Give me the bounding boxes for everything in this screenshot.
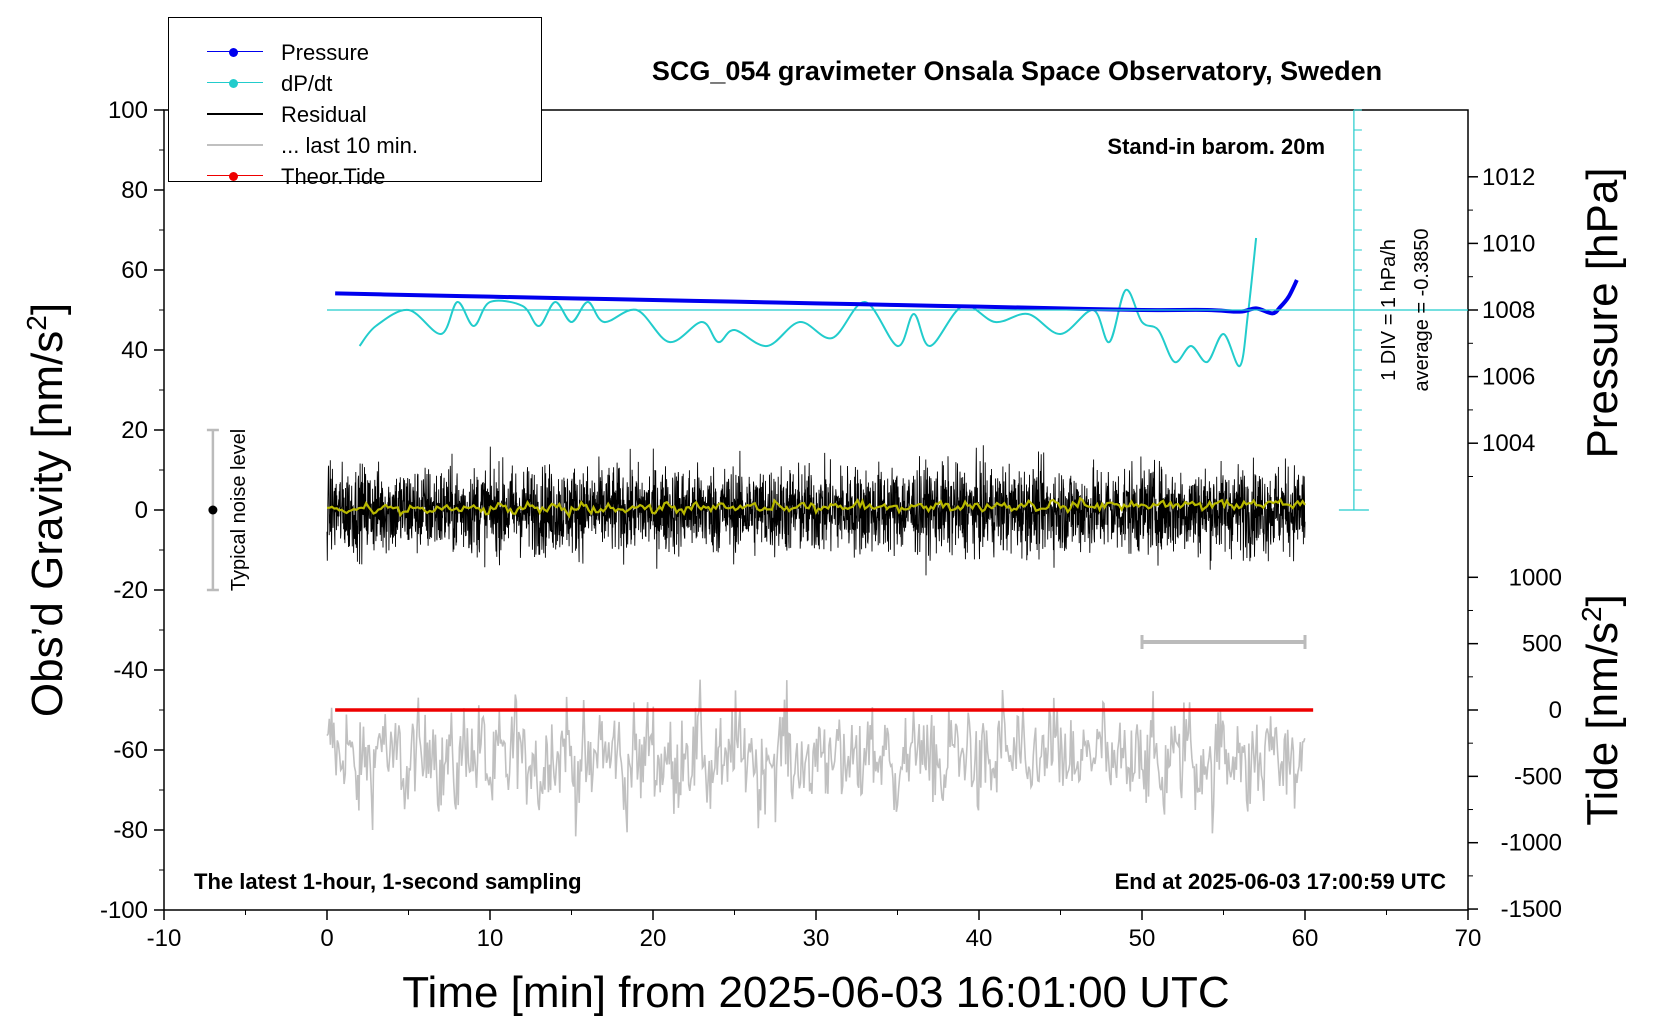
x-tick-label: 30 [803, 925, 830, 952]
series-layer [326, 237, 1314, 837]
series-dpdt-line [358, 237, 1258, 368]
y-axis-left-title-end: ] [23, 303, 72, 315]
legend-label-residual: Residual [281, 102, 367, 127]
pressure-tick-label: 1004 [1482, 430, 1535, 457]
x-axis: -10 0 10 20 30 40 50 60 70 [147, 910, 1482, 952]
overlay-layer [206, 109, 1468, 649]
x-tick-label: 20 [640, 925, 667, 952]
x-tick-label: 0 [320, 925, 333, 952]
x-tick-label: 70 [1455, 925, 1482, 952]
pressure-tick-label: 1006 [1482, 364, 1535, 391]
y-axis: 100 80 60 40 20 0 -20 -40 -60 -80 -100 [100, 97, 164, 924]
y-axis-left-title: Obs’d Gravity [nm/s2] [21, 303, 72, 717]
legend-label-tide: Theor.Tide [281, 164, 386, 189]
tide-axis-title-sup: 2 [1576, 606, 1607, 622]
legend-marker-tide [229, 172, 238, 181]
series-last10-line [326, 679, 1306, 837]
tide-axis: 1000 500 0 -500 -1000 -1500 [1468, 564, 1562, 923]
y-tick-label: 40 [121, 337, 148, 364]
noise-bar-center-dot [208, 505, 218, 515]
pressure-tick-label: 1010 [1482, 230, 1535, 257]
y-axis-left-title-main: Obs’d Gravity [nm/s [23, 331, 72, 717]
legend-swatch-dpdt [207, 79, 263, 88]
tide-axis-title-main: Tide [nm/s [1578, 622, 1627, 826]
y-tick-label: 20 [121, 417, 148, 444]
x-tick-label: -10 [147, 925, 182, 952]
legend-label-pressure: Pressure [281, 40, 370, 65]
pressure-axis-title: Pressure [hPa] [1578, 167, 1627, 458]
legend-swatch-tide [207, 172, 263, 181]
tide-tick-label: -500 [1514, 763, 1562, 790]
legend-marker-pressure [229, 48, 238, 57]
tide-tick-label: 1000 [1509, 564, 1562, 591]
tide-axis-title-end: ] [1578, 594, 1627, 606]
barometer-note: Stand-in barom. 20m [1107, 134, 1325, 159]
tide-tick-label: -1000 [1501, 830, 1562, 857]
tide-tick-label: -1500 [1501, 896, 1562, 923]
pressure-tick-label: 1008 [1482, 297, 1535, 324]
y-tick-label: 60 [121, 257, 148, 284]
legend-item-dpdt: dP/dt [169, 69, 541, 99]
tide-tick-label: 500 [1522, 631, 1562, 658]
legend-item-tide: Theor.Tide [169, 162, 541, 192]
x-tick-label: 50 [1129, 925, 1156, 952]
y-tick-label: -20 [113, 577, 148, 604]
legend-label-dpdt: dP/dt [281, 71, 333, 96]
pressure-axis: 1012 1010 1008 1006 1004 [1468, 164, 1535, 477]
pressure-tick-label: 1012 [1482, 164, 1535, 191]
average-note: average = -0.3850 [1411, 229, 1433, 392]
chart-title: SCG_054 gravimeter Onsala Space Observat… [652, 56, 1382, 86]
y-axis-left-title-sup: 2 [21, 315, 52, 331]
y-tick-label: 80 [121, 177, 148, 204]
legend: Pressure dP/dt Residual ... last 10 min.… [168, 17, 542, 189]
y-tick-label: -100 [100, 897, 148, 924]
x-axis-title: Time [min] from 2025-06-03 16:01:00 UTC [402, 968, 1229, 1017]
tide-axis-title: Tide [nm/s2] [1576, 594, 1627, 826]
legend-item-last10: ... last 10 min. [169, 131, 541, 161]
legend-item-residual: Residual [169, 100, 541, 130]
sampling-note: The latest 1-hour, 1-second sampling [194, 869, 582, 894]
y-tick-label: 0 [135, 497, 148, 524]
y-tick-label: -80 [113, 817, 148, 844]
div-note: 1 DIV = 1 hPa/h [1378, 239, 1400, 381]
x-tick-label: 10 [477, 925, 504, 952]
legend-swatch-pressure [207, 48, 263, 57]
legend-label-last10: ... last 10 min. [281, 133, 418, 158]
noise-label: Typical noise level [228, 429, 250, 591]
y-tick-label: -60 [113, 737, 148, 764]
y-tick-label: 100 [108, 97, 148, 124]
legend-swatch-last10 [207, 144, 263, 146]
tide-tick-label: 0 [1549, 697, 1562, 724]
y-tick-label: -40 [113, 657, 148, 684]
series-residual-mean-line [327, 496, 1306, 519]
x-tick-label: 40 [966, 925, 993, 952]
legend-marker-dpdt [229, 79, 238, 88]
end-note: End at 2025-06-03 17:00:59 UTC [1115, 869, 1446, 894]
legend-swatch-residual [207, 113, 263, 115]
series-pressure-line [335, 279, 1299, 316]
legend-item-pressure: Pressure [169, 38, 541, 68]
x-tick-label: 60 [1292, 925, 1319, 952]
